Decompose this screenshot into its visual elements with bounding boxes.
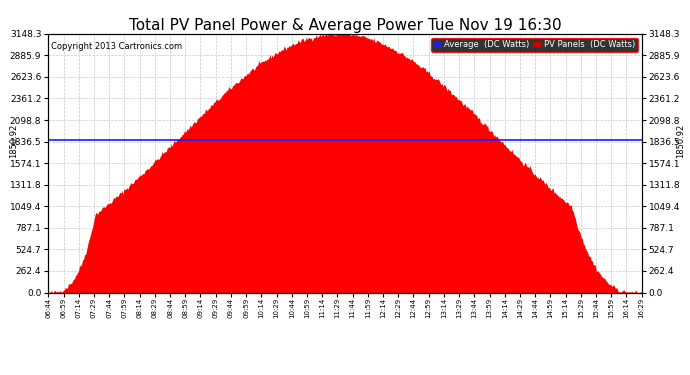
- Title: Total PV Panel Power & Average Power Tue Nov 19 16:30: Total PV Panel Power & Average Power Tue…: [129, 18, 561, 33]
- Text: 1850.92: 1850.92: [10, 123, 19, 158]
- Legend: Average  (DC Watts), PV Panels  (DC Watts): Average (DC Watts), PV Panels (DC Watts): [431, 38, 638, 52]
- Text: Copyright 2013 Cartronics.com: Copyright 2013 Cartronics.com: [51, 42, 182, 51]
- Text: 1850.92: 1850.92: [676, 123, 684, 158]
